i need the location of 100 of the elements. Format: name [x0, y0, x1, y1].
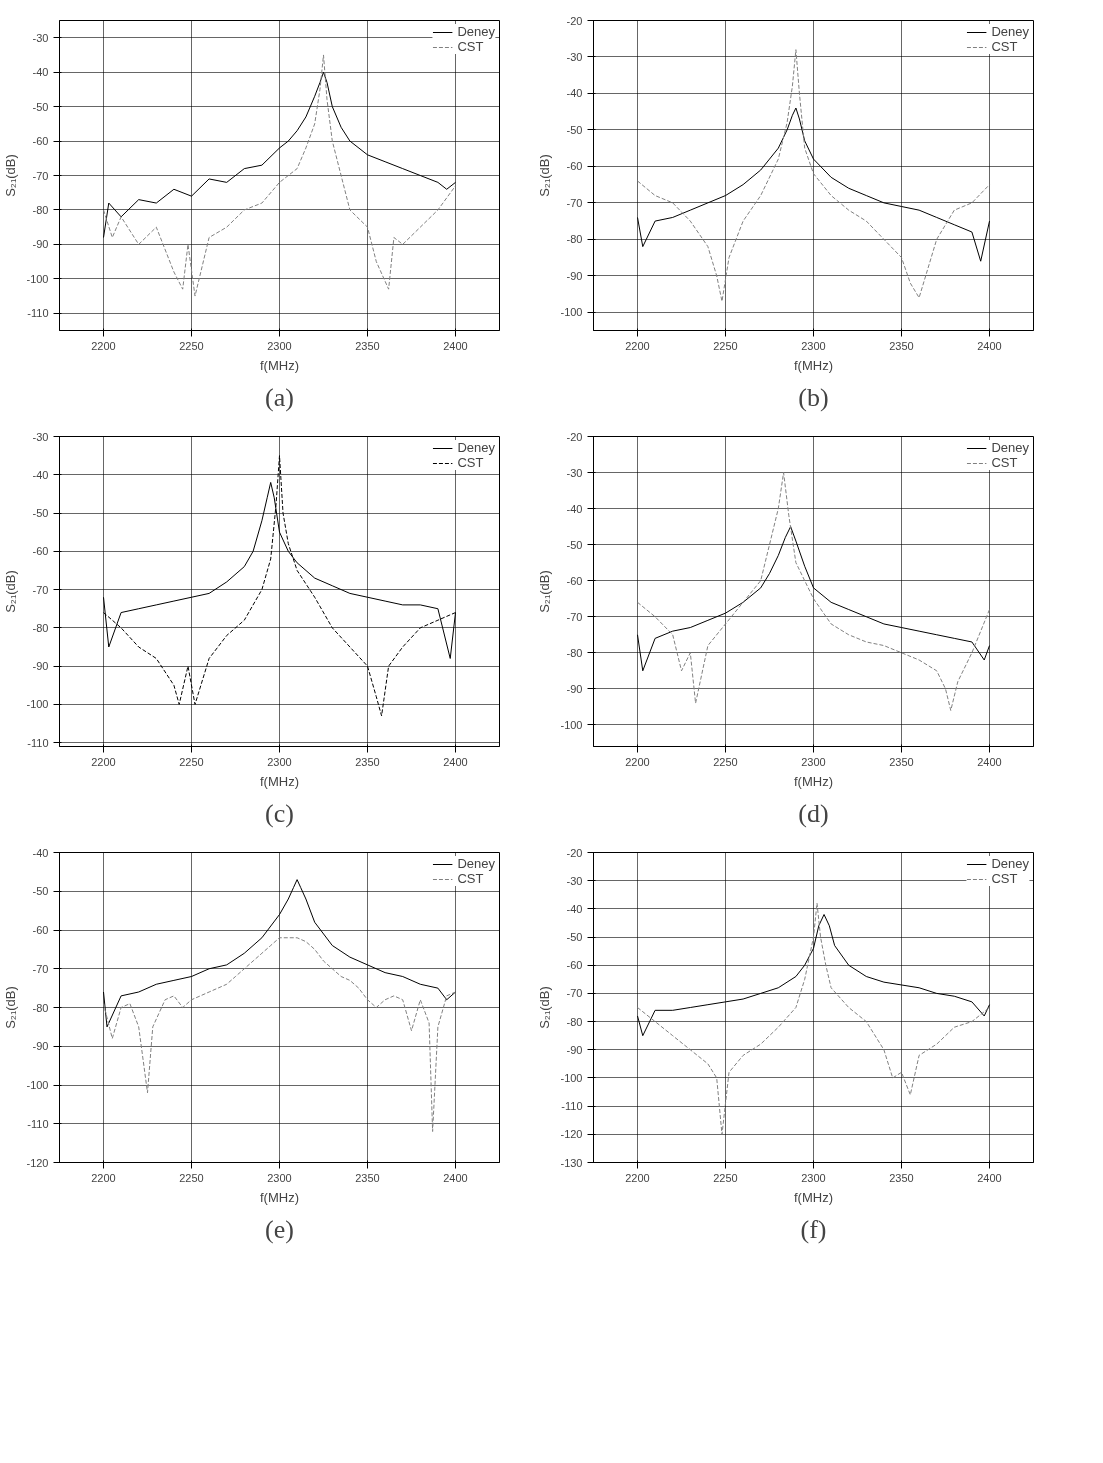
y-tick-label: -80	[32, 203, 49, 216]
x-tick-label: 2200	[625, 755, 650, 768]
x-tick-label: 2350	[889, 755, 914, 768]
x-tick-label: 2250	[713, 755, 738, 768]
y-tick-label: -100	[26, 698, 49, 711]
x-tick-label: 2300	[801, 339, 826, 352]
legend-label: Deney	[991, 24, 1029, 39]
x-tick-label: 2300	[267, 339, 292, 352]
y-tick-label: -30	[32, 31, 49, 44]
x-tick-label: 2200	[91, 339, 116, 352]
y-tick-label: -90	[566, 682, 583, 695]
y-tick-label: -100	[560, 306, 583, 319]
y-tick-label: -40	[32, 66, 49, 79]
legend-label: Deney	[991, 440, 1029, 455]
line-series	[637, 526, 990, 672]
y-tick-label: -90	[32, 660, 49, 673]
y-tick-label: -60	[566, 160, 583, 173]
x-tick-label: 2250	[713, 339, 738, 352]
y-tick-label: -40	[32, 468, 49, 481]
x-tick-label: 2350	[355, 755, 380, 768]
y-axis-title: S₂₁(dB)	[3, 986, 19, 1029]
text: (f)	[800, 1214, 827, 1244]
legend-label: Deney	[457, 856, 495, 871]
x-tick-label: 2200	[625, 1171, 650, 1184]
y-tick-label: -70	[32, 169, 49, 182]
line-series	[637, 472, 990, 711]
x-axis-title: f(MHz)	[794, 1189, 834, 1205]
y-tick-label: -50	[566, 538, 583, 551]
y-tick-label: -100	[26, 1079, 49, 1091]
x-tick-label: 2250	[179, 1171, 204, 1184]
y-tick-label: -80	[566, 646, 583, 659]
y-tick-label: -30	[566, 874, 583, 887]
y-axis-title: S₂₁(dB)	[537, 570, 553, 613]
x-tick-label: 2400	[977, 1171, 1002, 1184]
line-series	[637, 902, 990, 1135]
y-tick-label: -110	[27, 736, 49, 749]
y-tick-label: -80	[566, 1015, 583, 1028]
y-tick-label: -70	[566, 610, 583, 623]
y-tick-label: -110	[27, 307, 49, 320]
legend-label: CST	[457, 871, 484, 886]
legend-label: CST	[457, 455, 484, 470]
x-axis-title: f(MHz)	[794, 773, 834, 789]
line-series	[637, 914, 990, 1037]
y-tick-label: -110	[27, 1117, 49, 1130]
x-tick-label: 2250	[179, 755, 204, 768]
y-tick-label: -50	[32, 885, 49, 898]
x-tick-label: 2300	[267, 755, 292, 768]
y-axis-title: S₂₁(dB)	[537, 154, 553, 197]
y-tick-label: -60	[566, 574, 583, 587]
y-tick-label: -120	[560, 1128, 583, 1141]
line-series	[103, 54, 456, 297]
line-series	[637, 49, 990, 302]
y-axis-title: S₂₁(dB)	[3, 570, 19, 613]
y-tick-label: -40	[566, 902, 583, 915]
y-tick-label: -80	[566, 233, 583, 246]
line-series	[103, 879, 456, 1028]
text: (b)	[798, 382, 829, 412]
x-tick-label: 2300	[801, 1171, 826, 1184]
legend-label: Deney	[991, 856, 1029, 871]
x-tick-label: 2300	[801, 755, 826, 768]
y-tick-label: -90	[32, 238, 49, 251]
x-tick-label: 2350	[355, 1171, 380, 1184]
y-tick-label: -50	[32, 100, 49, 113]
x-tick-label: 2400	[977, 755, 1002, 768]
legend-label: Deney	[457, 440, 495, 455]
y-tick-label: -90	[32, 1040, 49, 1053]
y-tick-label: -40	[32, 846, 49, 859]
y-tick-label: -60	[32, 924, 49, 936]
x-axis-title: f(MHz)	[260, 357, 300, 373]
x-tick-label: 2350	[355, 339, 380, 352]
x-tick-label: 2200	[91, 1171, 116, 1184]
line-series	[103, 937, 456, 1132]
y-tick-label: -60	[32, 135, 49, 148]
y-tick-label: -20	[566, 14, 583, 27]
x-tick-label: 2350	[889, 339, 914, 352]
legend-label: CST	[991, 871, 1018, 886]
line-series	[637, 107, 990, 262]
y-tick-label: -100	[560, 1071, 583, 1084]
y-tick-label: -70	[566, 987, 583, 1000]
y-tick-label: -20	[566, 846, 583, 859]
y-axis-title: S₂₁(dB)	[3, 154, 19, 197]
line-series	[103, 71, 456, 238]
text: (a)	[265, 382, 294, 412]
x-tick-label: 2400	[443, 339, 468, 352]
y-axis-title: S₂₁(dB)	[537, 986, 553, 1029]
legend-label: CST	[457, 39, 484, 54]
x-tick-label: 2400	[443, 755, 468, 768]
x-axis-title: f(MHz)	[260, 1189, 300, 1205]
text: (d)	[798, 798, 829, 828]
x-axis-title: f(MHz)	[794, 357, 834, 373]
y-tick-label: -40	[566, 502, 583, 515]
legend-label: CST	[991, 39, 1018, 54]
legend-label: CST	[991, 455, 1018, 470]
x-tick-label: 2400	[977, 339, 1002, 352]
y-tick-label: -130	[560, 1156, 583, 1169]
x-tick-label: 2250	[179, 339, 204, 352]
x-tick-label: 2350	[889, 1171, 914, 1184]
y-tick-label: -60	[566, 959, 583, 972]
x-axis-title: f(MHz)	[260, 773, 300, 789]
text: (e)	[265, 1214, 294, 1244]
